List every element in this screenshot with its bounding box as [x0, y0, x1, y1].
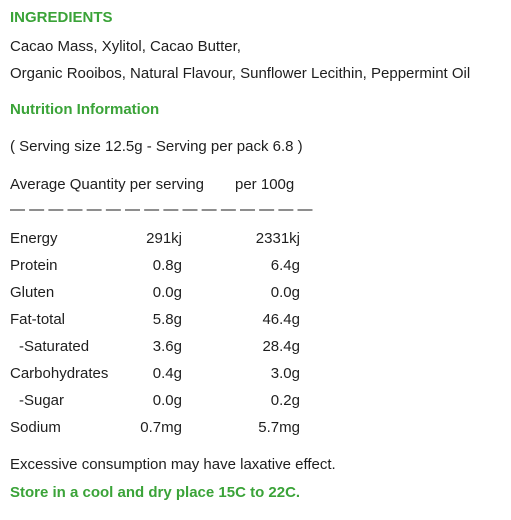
per-serving-value: 0.4g [152, 365, 182, 382]
per-100g-label: per 100g [235, 176, 295, 193]
table-row: Gluten 0.0g 0.0g [0, 284, 511, 304]
laxative-warning: Excessive consumption may have laxative … [10, 456, 336, 473]
serving-info: ( Serving size 12.5g - Serving per pack … [10, 138, 303, 155]
per-100g-value: 6.4g [270, 257, 300, 274]
table-row: Energy 291kj 2331kj [0, 230, 511, 250]
average-quantity-label: Average Quantity per serving [10, 176, 204, 193]
nutrient-name: -Sugar [19, 392, 65, 409]
table-row: -Sugar 0.0g 0.2g [0, 392, 511, 412]
ingredients-line-2: Organic Rooibos, Natural Flavour, Sunflo… [10, 65, 471, 82]
nutrient-name: Sodium [10, 419, 61, 436]
nutrition-heading: Nutrition Information [10, 101, 160, 118]
per-100g-value: 2331kj [255, 230, 300, 247]
ingredients-line-1: Cacao Mass, Xylitol, Cacao Butter, [10, 38, 241, 55]
nutrient-name: Gluten [10, 284, 55, 301]
per-100g-value: 46.4g [262, 311, 300, 328]
per-100g-value: 3.0g [270, 365, 300, 382]
per-serving-value: 0.7mg [140, 419, 182, 436]
per-serving-value: 3.6g [152, 338, 182, 355]
nutrient-name: Energy [10, 230, 58, 247]
nutrient-name: Fat-total [10, 311, 66, 328]
table-row: Fat-total 5.8g 46.4g [0, 311, 511, 331]
per-serving-value: 0.0g [152, 284, 182, 301]
per-serving-value: 0.8g [152, 257, 182, 274]
per-serving-value: 5.8g [152, 311, 182, 328]
per-100g-value: 0.2g [270, 392, 300, 409]
per-100g-value: 28.4g [262, 338, 300, 355]
per-serving-value: 0.0g [152, 392, 182, 409]
table-row: Protein 0.8g 6.4g [0, 257, 511, 277]
table-row: -Saturated 3.6g 28.4g [0, 338, 511, 358]
table-row: Carbohydrates 0.4g 3.0g [0, 365, 511, 385]
storage-instructions: Store in a cool and dry place 15C to 22C… [10, 484, 301, 501]
nutrient-name: Carbohydrates [10, 365, 109, 382]
per-serving-value: 291kj [146, 230, 182, 247]
nutrient-name: -Saturated [19, 338, 90, 355]
per-100g-value: 0.0g [270, 284, 300, 301]
ingredients-heading: INGREDIENTS [10, 9, 113, 26]
table-row: Sodium 0.7mg 5.7mg [0, 419, 511, 439]
table-divider: — — — — — — — — — — — — — — — — [10, 201, 313, 218]
per-100g-value: 5.7mg [258, 419, 300, 436]
nutrient-name: Protein [10, 257, 58, 274]
